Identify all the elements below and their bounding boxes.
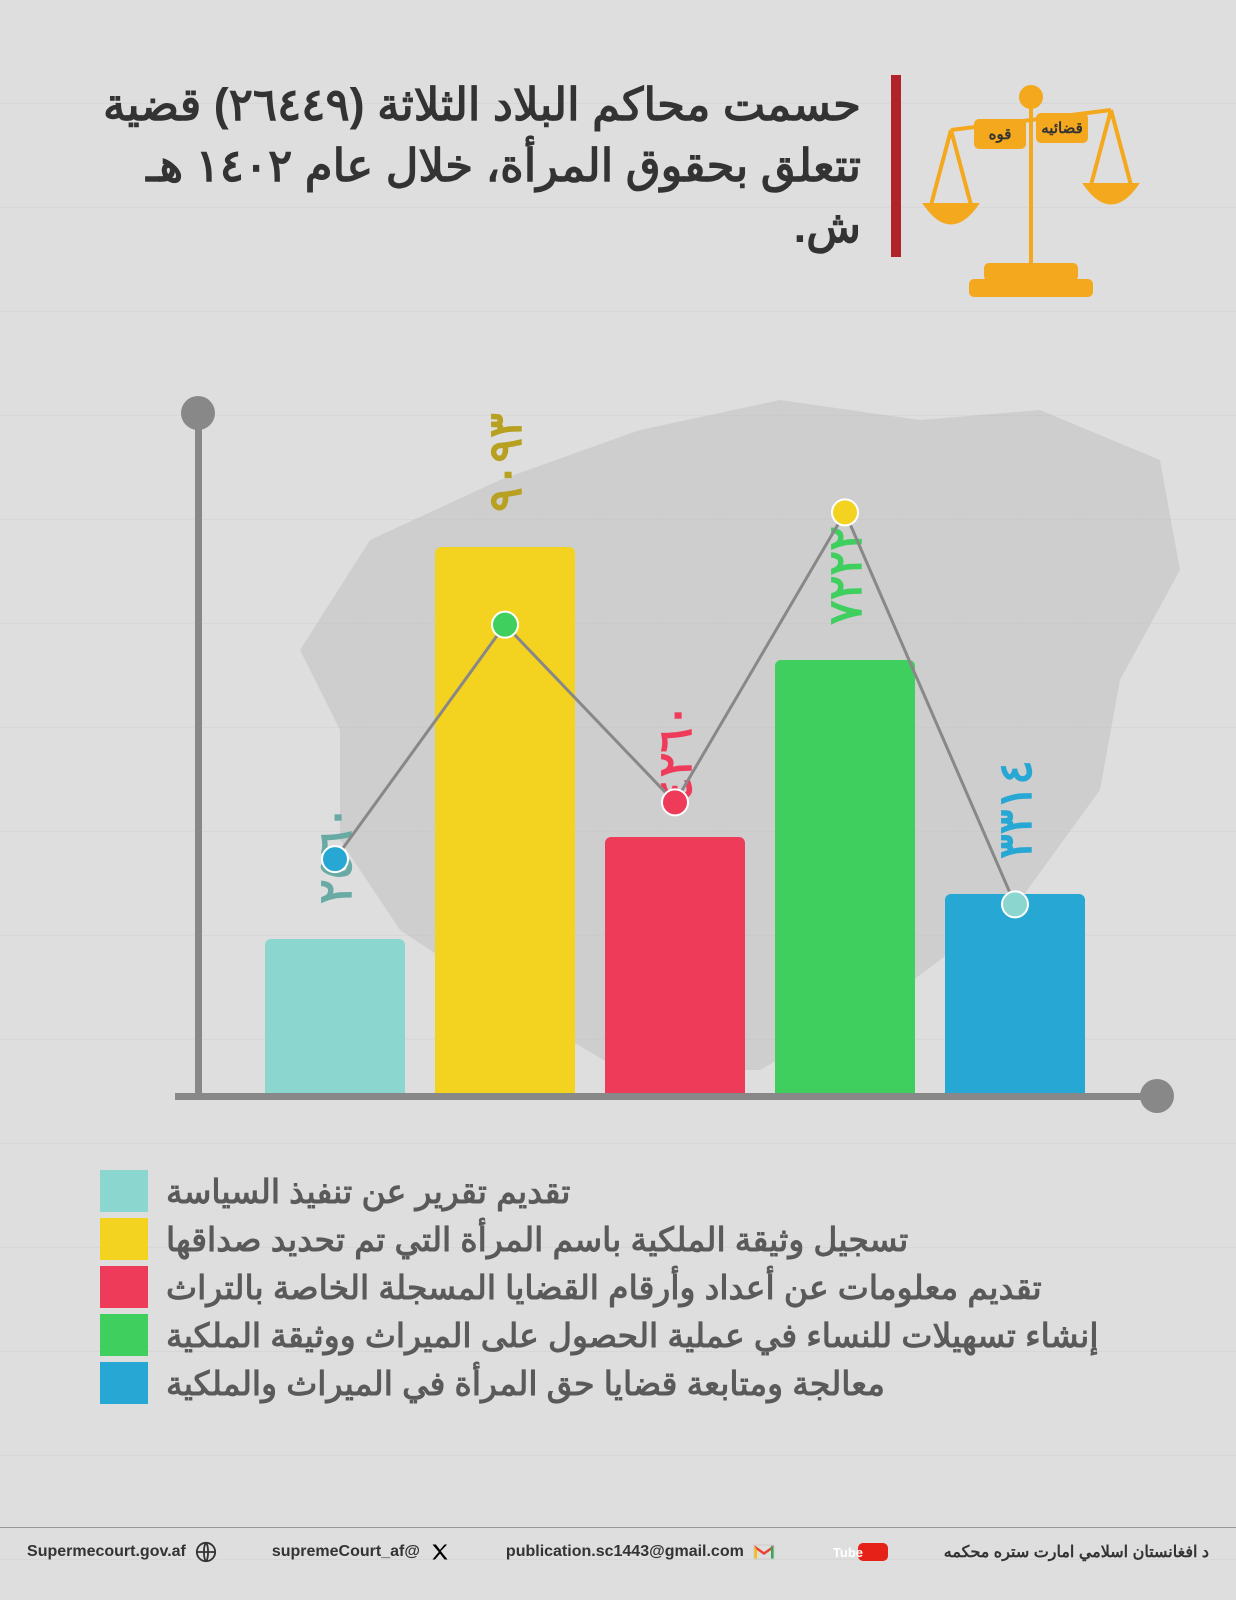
bar-chart: ٣٣١٤ ٧٢٢٢ ٤٢٦٠ ٩٠٩٣ ٢٥٦٠	[140, 430, 1120, 1130]
footer: Supermecourt.gov.af @supremeCourt_af pub…	[0, 1527, 1236, 1564]
bar-value-3: ٤٢٦٠	[648, 704, 702, 803]
globe-icon	[194, 1540, 218, 1564]
legend-swatch-4	[100, 1314, 148, 1356]
bar-1: ٣٣١٤	[945, 894, 1085, 1093]
x-axis	[175, 1093, 1160, 1100]
title-block: حسمت محاكم البلاد الثلاثة (٢٦٤٤٩) قضية ت…	[95, 75, 901, 257]
scales-icon: قوه قضائيه	[921, 75, 1141, 305]
bar-value-2: ٧٢٢٢	[818, 526, 872, 625]
legend-label-2: تسجيل وثيقة الملكية باسم المرأة التي تم …	[166, 1220, 908, 1259]
legend-item-1: تقديم تقرير عن تنفيذ السياسة	[100, 1170, 1131, 1212]
logo-text-right: قوه	[989, 126, 1012, 143]
legend-item-5: معالجة ومتابعة قضايا حق المرأة في الميرا…	[100, 1362, 1131, 1404]
legend-item-4: إنشاء تسهيلات للنساء في عملية الحصول على…	[100, 1314, 1131, 1356]
legend-item-3: تقديم معلومات عن أعداد وأرقام القضايا ال…	[100, 1266, 1131, 1308]
gmail-icon	[752, 1540, 776, 1564]
bar-5: ٢٥٦٠	[265, 939, 405, 1093]
bar-2: ٧٢٢٢	[775, 660, 915, 1093]
footer-email[interactable]: publication.sc1443@gmail.com	[506, 1540, 776, 1564]
header: حسمت محاكم البلاد الثلاثة (٢٦٤٤٩) قضية ت…	[95, 75, 1141, 305]
legend-swatch-1	[100, 1170, 148, 1212]
svg-text:Tube: Tube	[833, 1545, 863, 1560]
footer-email-text: publication.sc1443@gmail.com	[506, 1543, 744, 1561]
y-axis	[195, 410, 202, 1100]
bar-value-5: ٢٥٦٠	[308, 806, 362, 905]
legend-item-2: تسجيل وثيقة الملكية باسم المرأة التي تم …	[100, 1218, 1131, 1260]
footer-youtube[interactable]: YouTube	[830, 1540, 890, 1564]
footer-twitter[interactable]: @supremeCourt_af	[272, 1540, 452, 1564]
page-title: حسمت محاكم البلاد الثلاثة (٢٦٤٤٩) قضية ت…	[95, 75, 861, 257]
x-icon	[428, 1540, 452, 1564]
bar-3: ٤٢٦٠	[605, 837, 745, 1093]
footer-org-text: د افغانستان اسلامي امارت ستره محکمه	[944, 1542, 1209, 1562]
legend-swatch-2	[100, 1218, 148, 1260]
footer-website-text: Supermecourt.gov.af	[27, 1543, 186, 1561]
justice-scales-logo: قوه قضائيه	[921, 75, 1141, 305]
bar-4: ٩٠٩٣	[435, 547, 575, 1093]
legend-label-3: تقديم معلومات عن أعداد وأرقام القضايا ال…	[166, 1268, 1042, 1307]
legend: تقديم تقرير عن تنفيذ السياسة تسجيل وثيقة…	[100, 1170, 1131, 1410]
bar-value-1: ٣٣١٤	[988, 760, 1042, 859]
footer-twitter-text: @supremeCourt_af	[272, 1543, 420, 1561]
legend-swatch-5	[100, 1362, 148, 1404]
bars-container: ٣٣١٤ ٧٢٢٢ ٤٢٦٠ ٩٠٩٣ ٢٥٦٠	[250, 493, 1100, 1093]
legend-label-5: معالجة ومتابعة قضايا حق المرأة في الميرا…	[166, 1364, 885, 1403]
youtube-icon: YouTube	[830, 1540, 890, 1564]
logo-text-left: قضائيه	[1041, 120, 1083, 137]
legend-label-4: إنشاء تسهيلات للنساء في عملية الحصول على…	[166, 1316, 1099, 1355]
legend-label-1: تقديم تقرير عن تنفيذ السياسة	[166, 1172, 570, 1211]
bar-value-4: ٩٠٩٣	[478, 414, 532, 513]
footer-website[interactable]: Supermecourt.gov.af	[27, 1540, 218, 1564]
legend-swatch-3	[100, 1266, 148, 1308]
footer-org: د افغانستان اسلامي امارت ستره محکمه	[944, 1542, 1209, 1562]
